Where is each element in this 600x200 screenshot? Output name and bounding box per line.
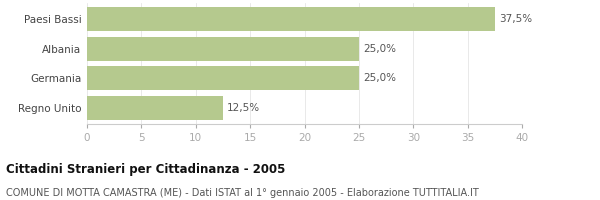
Text: Cittadini Stranieri per Cittadinanza - 2005: Cittadini Stranieri per Cittadinanza - 2… xyxy=(6,163,286,176)
Text: COMUNE DI MOTTA CAMASTRA (ME) - Dati ISTAT al 1° gennaio 2005 - Elaborazione TUT: COMUNE DI MOTTA CAMASTRA (ME) - Dati IST… xyxy=(6,188,479,198)
Text: 37,5%: 37,5% xyxy=(499,14,532,24)
Bar xyxy=(87,96,223,120)
Text: 12,5%: 12,5% xyxy=(227,103,260,113)
Bar xyxy=(87,7,495,31)
Text: 25,0%: 25,0% xyxy=(363,73,396,83)
Text: 25,0%: 25,0% xyxy=(363,44,396,54)
Bar xyxy=(87,66,359,90)
Bar xyxy=(87,37,359,61)
